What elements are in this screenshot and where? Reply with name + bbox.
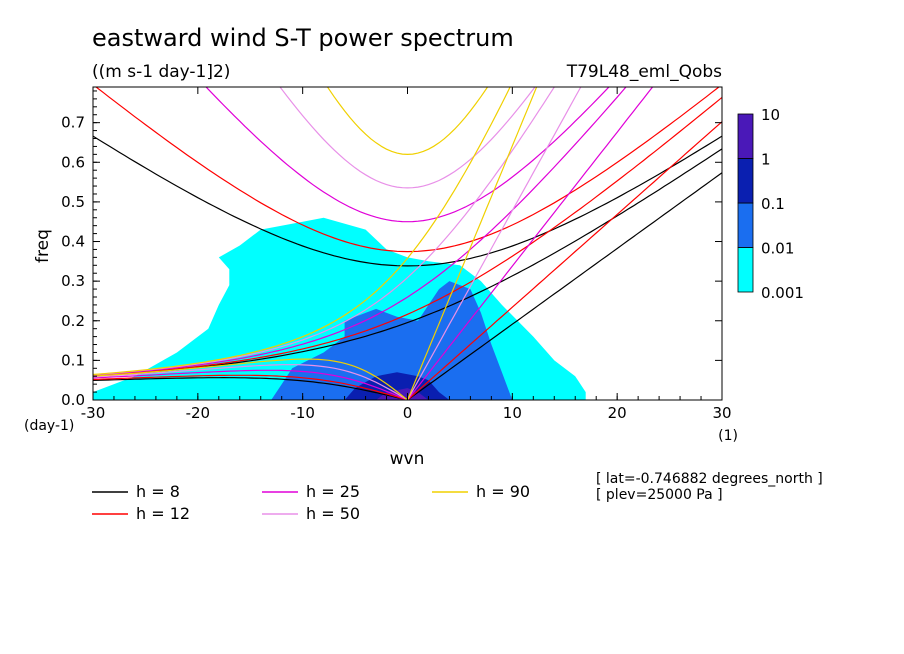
x-tick-label: -30	[81, 404, 106, 422]
colorbar-label: 0.01	[761, 240, 794, 258]
x-tick-label: 30	[712, 404, 731, 422]
y-axis-label: freq	[33, 229, 53, 263]
curve-h12-mrg	[93, 96, 722, 377]
experiment-label: T79L48_eml_Qobs	[566, 62, 722, 82]
colorbar-swatch	[737, 202, 754, 248]
curve-h25-kelvin	[407, 87, 654, 400]
power-region-0.01	[271, 281, 513, 400]
x-tick-label: -20	[186, 404, 211, 422]
latitude-readout: [ lat=-0.746882 degrees_north ]	[596, 471, 823, 487]
colorbar-swatch	[737, 158, 754, 204]
legend: h = 8 h = 12 h = 25 h = 50 h = 90	[92, 482, 530, 523]
x-tick-label: 0	[403, 404, 413, 422]
y-tick-label: 0.0	[61, 391, 85, 409]
curve-h50-ig	[279, 87, 536, 189]
legend-label: h = 8	[136, 482, 180, 501]
y-tick-label: 0.5	[61, 193, 85, 211]
curve-h50-er	[93, 364, 408, 400]
curve-h8-ig	[93, 135, 722, 267]
y-tick-label: 0.2	[61, 312, 85, 330]
curve-h90-er	[93, 358, 408, 400]
legend-label: h = 90	[476, 482, 530, 501]
y-tick-label: 0.7	[61, 114, 85, 132]
y-tick-label: 0.3	[61, 272, 85, 290]
y-unit-label: (day-1)	[24, 418, 74, 434]
legend-label: h = 12	[136, 504, 190, 523]
x-unit-label: (1)	[718, 428, 738, 444]
legend-label: h = 25	[306, 482, 360, 501]
curve-h25-mrg	[93, 87, 627, 376]
colorbar-swatch	[737, 113, 754, 159]
dispersion-curves	[93, 87, 722, 400]
colorbar-swatch	[737, 247, 754, 293]
pressure-readout: [ plev=25000 Pa ]	[596, 487, 723, 503]
y-tick-label: 0.4	[61, 233, 85, 251]
x-tick-label: 20	[608, 404, 627, 422]
curve-h50-mrg	[93, 87, 556, 376]
curve-h12-ig	[95, 87, 720, 253]
colorbar-label: 1	[761, 151, 771, 169]
colorbar-label: 0.1	[761, 195, 785, 213]
curve-h8-kelvin	[407, 172, 722, 400]
curve-h90-kelvin	[406, 87, 538, 400]
curve-h90-mrg	[93, 87, 511, 376]
curve-h12-kelvin	[407, 121, 722, 400]
x-tick-label: -10	[290, 404, 315, 422]
x-axis-label: wvn	[390, 449, 425, 469]
colorbar: 0.001 0.01 0.1 1 10	[737, 106, 804, 302]
x-tick-label: 10	[503, 404, 522, 422]
legend-label: h = 50	[306, 504, 360, 523]
chart-units: ((m s-1 day-1]2)	[92, 62, 230, 82]
colorbar-label: 0.001	[761, 284, 804, 302]
colorbar-label: 10	[761, 106, 780, 124]
power-region-1	[376, 388, 429, 400]
curve-h8-er	[93, 376, 408, 400]
curve-h90-ig	[326, 87, 489, 156]
curve-h25-er	[93, 369, 408, 400]
curve-h12-er	[93, 374, 408, 400]
y-tick-label: 0.1	[61, 351, 85, 369]
y-tick-label: 0.6	[61, 153, 85, 171]
curve-h50-kelvin	[406, 87, 582, 400]
curve-h25-ig	[205, 87, 610, 223]
chart-title: eastward wind S-T power spectrum	[92, 24, 514, 52]
axis-ticks: -30 -20 -10 0 10 20 30 0.0 0.1 0.2 0.3 0.4 0.5 0.6 0.7	[61, 87, 732, 422]
